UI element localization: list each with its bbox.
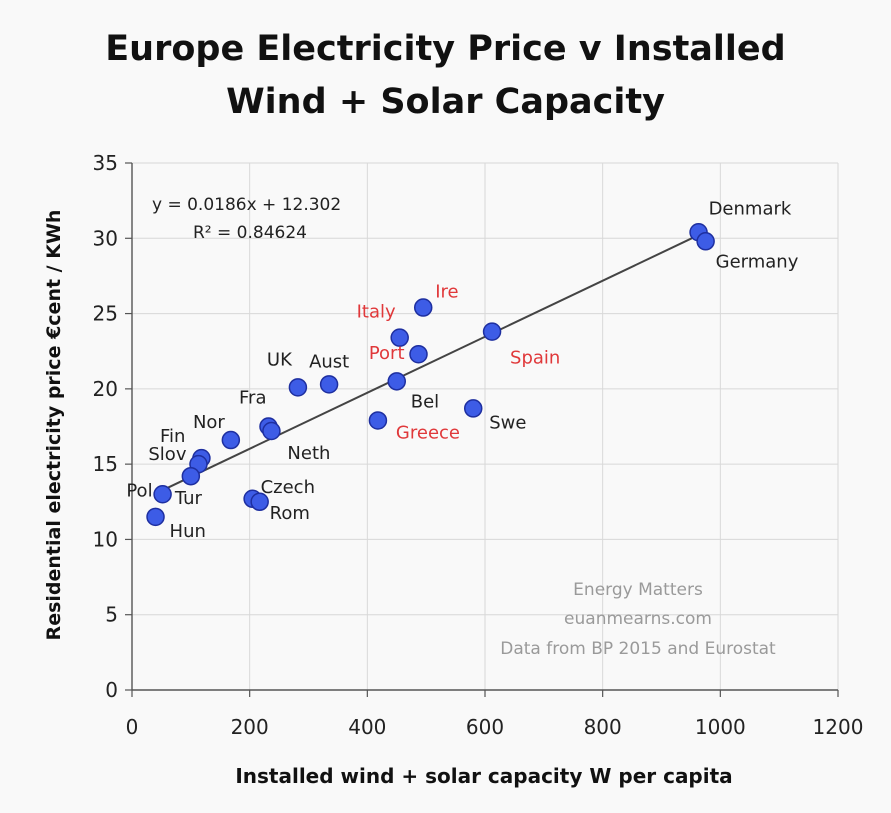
- data-point-ire: [413, 298, 433, 317]
- point-label-bel: Bel: [411, 391, 439, 412]
- data-point-spain: [482, 322, 502, 341]
- data-point-neth: [262, 421, 281, 441]
- y-axis-label: Residential electricity price €cent / KW…: [43, 210, 65, 641]
- point-label-neth: Neth: [287, 443, 330, 464]
- point-label-tur: Tur: [174, 488, 203, 509]
- watermark-line1: Energy Matters: [573, 580, 703, 600]
- axes: [125, 162, 839, 697]
- data-point-uk: [288, 378, 308, 397]
- y-tick-label: 30: [93, 226, 118, 250]
- point-label-ire: Ire: [435, 282, 458, 303]
- watermark-line2: euanmearns.com: [564, 609, 712, 629]
- x-tick-label: 600: [466, 715, 504, 739]
- x-tick-label: 1200: [813, 715, 864, 739]
- data-point-tur: [181, 466, 201, 486]
- point-label-hun: Hun: [170, 521, 206, 542]
- point-label-greece: Greece: [396, 422, 460, 443]
- y-tick-label: 5: [105, 603, 118, 627]
- y-tick-label: 0: [105, 678, 118, 702]
- data-points: [146, 223, 715, 527]
- point-label-slov: Slov: [148, 444, 186, 465]
- x-tick-label: 200: [231, 715, 269, 739]
- y-tick-label: 15: [93, 452, 118, 476]
- y-tick-label: 25: [93, 302, 118, 326]
- data-point-aust: [319, 375, 339, 394]
- data-point-greece: [368, 411, 388, 430]
- data-point-nor: [221, 430, 241, 450]
- watermark-line3: Data from BP 2015 and Eurostat: [500, 639, 776, 659]
- trend-r2: R² = 0.84624: [193, 223, 307, 243]
- x-tick-label: 400: [348, 715, 386, 739]
- point-label-swe: Swe: [489, 412, 526, 433]
- data-point-hun: [146, 507, 165, 527]
- point-label-rom: Rom: [270, 503, 310, 524]
- data-point-italy: [390, 328, 409, 347]
- data-point-germany: [696, 232, 715, 251]
- x-tick-label: 0: [126, 715, 139, 739]
- point-label-fra: Fra: [239, 388, 266, 409]
- point-label-aust: Aust: [309, 351, 349, 372]
- x-axis-label: Installed wind + solar capacity W per ca…: [235, 764, 732, 788]
- gridlines: [132, 162, 839, 690]
- y-tick-label: 20: [93, 377, 118, 401]
- point-label-denmark: Denmark: [709, 198, 792, 219]
- point-label-nor: Nor: [193, 412, 225, 433]
- x-tick-label: 800: [584, 715, 622, 739]
- point-label-port: Port: [369, 343, 405, 364]
- point-label-pol: Pol: [126, 480, 152, 501]
- tick-labels: 0 5 10 15 20 25 30 35 0 200 400 600 800 1000 1200: [93, 151, 864, 739]
- trendline: [155, 230, 707, 495]
- point-label-germany: Germany: [716, 251, 799, 272]
- data-point-pol: [153, 485, 172, 504]
- point-labels: Denmark Germany Ire Italy Spain Port Bel Greece…: [126, 198, 798, 542]
- data-point-port: [409, 344, 428, 364]
- annotations: y = 0.0186x + 12.302 R² = 0.84624 Energy…: [152, 195, 776, 659]
- data-point-swe: [463, 399, 483, 418]
- point-label-czech: Czech: [261, 477, 315, 498]
- data-point-bel: [387, 372, 406, 391]
- chart-title-line2: Wind + Solar Capacity: [226, 82, 665, 122]
- point-label-italy: Italy: [357, 302, 396, 323]
- point-label-uk: UK: [267, 349, 293, 370]
- y-tick-label: 35: [93, 151, 118, 175]
- chart-title-line1: Europe Electricity Price v Installed: [105, 29, 786, 69]
- y-tick-label: 10: [93, 527, 118, 551]
- point-label-fin: Fin: [160, 426, 185, 447]
- trendline-group: [155, 230, 707, 495]
- trend-equation: y = 0.0186x + 12.302: [152, 195, 341, 215]
- data-point-rom: [250, 492, 269, 512]
- point-label-spain: Spain: [510, 348, 560, 369]
- x-tick-label: 1000: [695, 715, 746, 739]
